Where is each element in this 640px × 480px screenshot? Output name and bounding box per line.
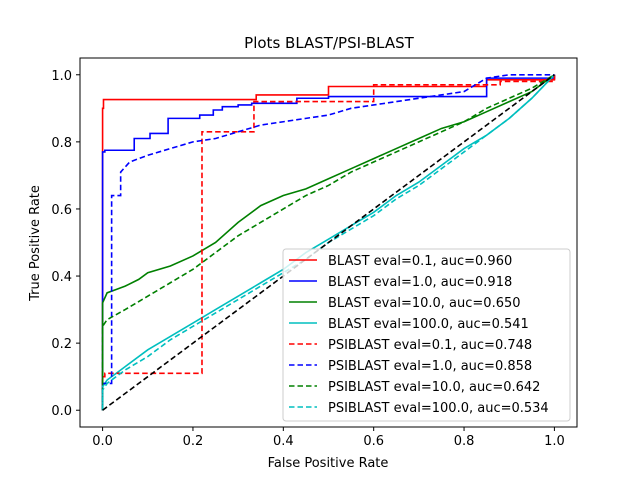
series-line-blast-eval-1-0-auc-0-918 xyxy=(101,74,556,411)
legend-label-blast-eval-10-0-auc-0-650: BLAST eval=10.0, auc=0.650 xyxy=(328,296,521,311)
chart-title: Plots BLAST/PSI-BLAST xyxy=(244,34,414,52)
legend-label-psiblast-eval-1-0-auc-0-858: PSIBLAST eval=1.0, auc=0.858 xyxy=(328,359,532,374)
series-line-psiblast-eval-10-0-auc-0-642 xyxy=(101,74,555,411)
series-line-psiblast-eval-0-1-auc-0-748 xyxy=(101,74,556,411)
plot-frame xyxy=(79,57,578,428)
x-tick-label: 0.2 xyxy=(183,434,204,449)
legend-label-blast-eval-1-0-auc-0-918: BLAST eval=1.0, auc=0.918 xyxy=(328,275,512,290)
legend: BLAST eval=0.1, auc=0.960 BLAST eval=1.0,… xyxy=(282,248,571,422)
series-line-blast-eval-10-0-auc-0-650 xyxy=(101,74,555,411)
series-line-blast-eval-0-1-auc-0-960 xyxy=(101,74,556,411)
x-tick-label: 1.0 xyxy=(544,434,565,449)
diagonal-reference-line xyxy=(102,74,555,411)
y-tick-label: 1.0 xyxy=(51,69,72,84)
legend-label-blast-eval-0-1-auc-0-960: BLAST eval=0.1, auc=0.960 xyxy=(328,254,512,269)
y-axis-label: True Positive Rate xyxy=(28,185,43,302)
series-line-psiblast-eval-1-0-auc-0-858 xyxy=(101,73,555,411)
y-tick-label: 0.0 xyxy=(51,404,72,419)
legend-label-blast-eval-100-0-auc-0-541: BLAST eval=100.0, auc=0.541 xyxy=(328,317,529,332)
series-line-psiblast-eval-100-0-auc-0-534 xyxy=(101,74,555,411)
x-tick-label: 0.0 xyxy=(92,434,113,449)
legend-label-psiblast-eval-0-1-auc-0-748: PSIBLAST eval=0.1, auc=0.748 xyxy=(328,338,532,353)
legend-box xyxy=(282,248,571,422)
x-tick-label: 0.6 xyxy=(363,434,384,449)
legend-label-psiblast-eval-100-0-auc-0-534: PSIBLAST eval=100.0, auc=0.534 xyxy=(328,401,549,416)
x-axis-label: False Positive Rate xyxy=(268,456,389,471)
x-tick-label: 0.8 xyxy=(454,434,475,449)
x-tick-label: 0.4 xyxy=(273,434,294,449)
legend-label-psiblast-eval-10-0-auc-0-642: PSIBLAST eval=10.0, auc=0.642 xyxy=(328,380,540,395)
y-axis: 0.0 0.2 0.4 0.6 0.8 1.0 xyxy=(51,69,80,419)
x-axis: 0.0 0.2 0.4 0.6 0.8 1.0 xyxy=(92,427,565,449)
y-tick-label: 0.6 xyxy=(51,203,72,218)
y-tick-label: 0.8 xyxy=(51,136,72,151)
y-tick-label: 0.4 xyxy=(51,270,72,285)
y-tick-label: 0.2 xyxy=(51,337,72,352)
